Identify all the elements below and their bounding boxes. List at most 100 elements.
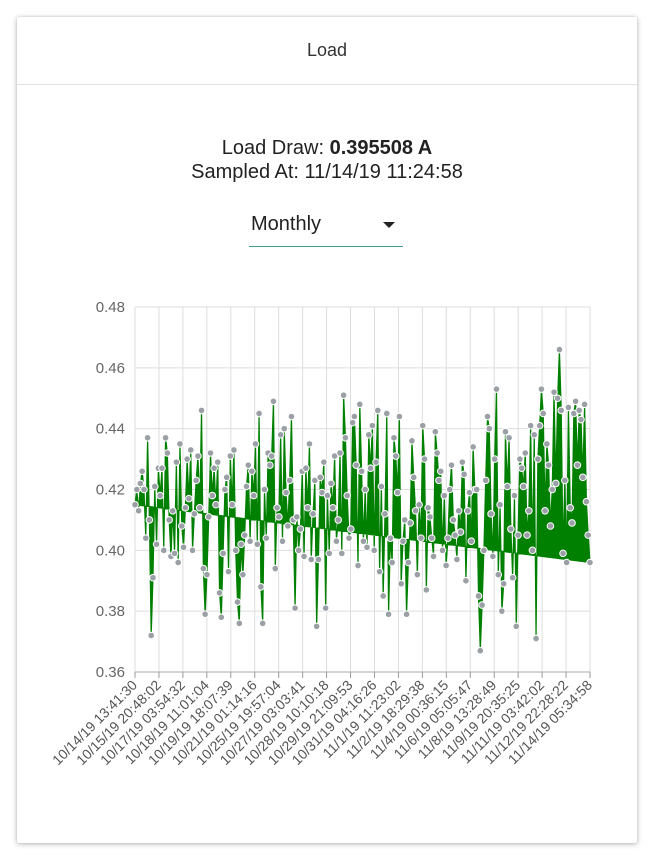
data-point: [582, 497, 591, 506]
data-point: [429, 552, 438, 561]
data-point: [535, 421, 544, 430]
data-point: [235, 619, 244, 628]
data-point: [458, 458, 467, 466]
data-point: [359, 537, 368, 546]
data-point: [498, 607, 506, 615]
data-point: [562, 558, 571, 567]
data-point: [174, 558, 182, 567]
data-point: [300, 552, 308, 561]
load-card: Load Load Draw: 0.395508 A Sampled At: 1…: [17, 17, 637, 843]
data-point: [384, 610, 393, 619]
data-point: [258, 619, 267, 628]
data-point: [550, 388, 558, 396]
y-tick-label: 0.46: [96, 360, 125, 377]
data-point: [399, 537, 407, 546]
data-point: [373, 406, 382, 415]
data-point: [462, 576, 470, 585]
data-point: [395, 412, 404, 421]
data-point: [183, 455, 191, 463]
data-point: [321, 604, 330, 612]
data-point: [537, 385, 546, 393]
sampled-at-label: Sampled At:: [191, 161, 299, 183]
y-tick-label: 0.44: [96, 421, 125, 438]
data-point: [503, 482, 512, 491]
data-point: [546, 522, 555, 530]
data-point: [543, 440, 551, 448]
data-point: [512, 622, 521, 631]
data-point: [204, 513, 213, 521]
data-point: [397, 579, 405, 588]
data-point: [140, 485, 148, 494]
data-point: [372, 458, 380, 466]
data-point: [206, 449, 215, 457]
data-point: [402, 610, 411, 619]
data-point: [580, 400, 589, 409]
data-point: [435, 476, 443, 485]
data-point: [544, 461, 553, 469]
data-point: [526, 421, 535, 430]
sampled-at-line: Sampled At: 11/14/19 11:24:58: [17, 160, 637, 184]
data-point: [368, 421, 377, 430]
data-point: [213, 458, 222, 466]
data-point: [347, 525, 355, 533]
data-point: [532, 634, 540, 643]
data-point: [456, 528, 465, 536]
data-point: [275, 513, 283, 521]
data-point: [415, 500, 423, 509]
data-point: [269, 397, 278, 406]
data-point: [336, 449, 344, 457]
data-point: [251, 440, 260, 448]
data-point: [287, 412, 296, 421]
data-point: [442, 561, 450, 570]
data-point: [271, 564, 280, 573]
card-title: Load: [17, 17, 637, 85]
data-point: [280, 424, 289, 433]
data-point: [440, 491, 449, 500]
data-point: [361, 485, 369, 494]
data-point: [190, 510, 199, 518]
data-point: [474, 592, 483, 600]
data-point: [553, 394, 562, 403]
data-point: [222, 473, 231, 482]
data-point: [284, 522, 292, 530]
data-point: [481, 476, 490, 485]
data-point: [253, 540, 262, 549]
data-point: [454, 506, 463, 515]
data-point: [188, 546, 197, 555]
data-point: [364, 430, 373, 439]
data-point: [552, 479, 560, 488]
data-point: [352, 461, 361, 469]
data-point: [134, 506, 143, 515]
data-point: [490, 455, 499, 463]
y-tick-label: 0.48: [96, 299, 125, 316]
load-draw-label: Load Draw:: [221, 137, 325, 159]
data-point: [305, 440, 314, 448]
data-point: [447, 461, 456, 469]
data-point: [136, 479, 145, 488]
data-point: [519, 482, 528, 491]
data-point: [163, 449, 172, 457]
data-point: [170, 549, 179, 558]
data-point: [338, 549, 346, 558]
data-point: [203, 570, 211, 579]
data-point: [528, 546, 537, 555]
data-point: [391, 452, 400, 460]
data-point: [329, 503, 337, 512]
data-point: [230, 446, 238, 454]
data-point: [161, 433, 170, 442]
data-point: [422, 586, 431, 594]
data-point: [463, 506, 472, 515]
data-point: [357, 467, 366, 476]
data-point: [239, 570, 247, 579]
data-point: [381, 510, 389, 518]
data-point: [469, 443, 477, 451]
data-point: [309, 510, 317, 518]
data-point: [314, 555, 323, 564]
data-point: [294, 546, 303, 555]
data-point: [210, 464, 218, 473]
data-point: [348, 418, 357, 427]
data-point: [571, 397, 580, 406]
data-point: [480, 546, 488, 555]
range-select[interactable]: Monthly: [249, 203, 403, 247]
